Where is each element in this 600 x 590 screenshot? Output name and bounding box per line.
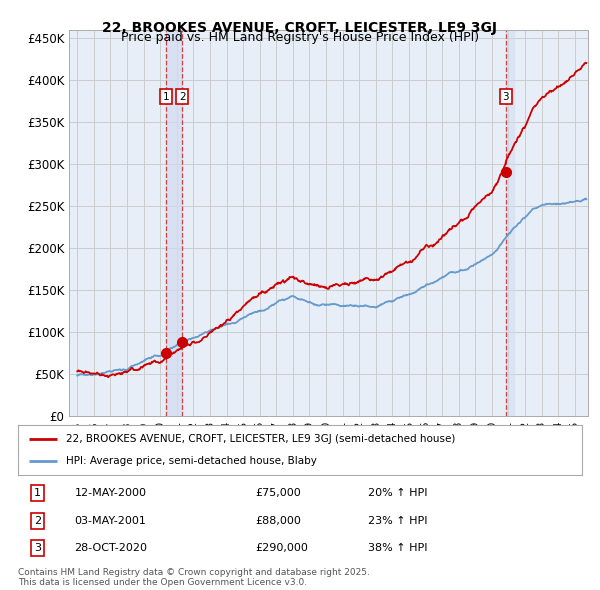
- Text: HPI: Average price, semi-detached house, Blaby: HPI: Average price, semi-detached house,…: [66, 456, 317, 466]
- Text: 1: 1: [34, 489, 41, 499]
- Text: 03-MAY-2001: 03-MAY-2001: [74, 516, 146, 526]
- Text: £75,000: £75,000: [255, 489, 301, 499]
- Text: 3: 3: [34, 543, 41, 553]
- Text: 22, BROOKES AVENUE, CROFT, LEICESTER, LE9 3GJ: 22, BROOKES AVENUE, CROFT, LEICESTER, LE…: [103, 21, 497, 35]
- Text: 23% ↑ HPI: 23% ↑ HPI: [368, 516, 427, 526]
- Text: 12-MAY-2000: 12-MAY-2000: [74, 489, 146, 499]
- Bar: [166, 30, 182, 416]
- Text: 20% ↑ HPI: 20% ↑ HPI: [368, 489, 427, 499]
- Text: 3: 3: [502, 91, 509, 101]
- Text: 28-OCT-2020: 28-OCT-2020: [74, 543, 148, 553]
- Text: 1: 1: [163, 91, 169, 101]
- Text: £88,000: £88,000: [255, 516, 301, 526]
- Text: 2: 2: [34, 516, 41, 526]
- Text: 22, BROOKES AVENUE, CROFT, LEICESTER, LE9 3GJ (semi-detached house): 22, BROOKES AVENUE, CROFT, LEICESTER, LE…: [66, 434, 455, 444]
- Text: Contains HM Land Registry data © Crown copyright and database right 2025.
This d: Contains HM Land Registry data © Crown c…: [18, 568, 370, 587]
- Text: 38% ↑ HPI: 38% ↑ HPI: [368, 543, 427, 553]
- Text: 2: 2: [179, 91, 185, 101]
- Bar: [506, 30, 514, 416]
- Text: Price paid vs. HM Land Registry's House Price Index (HPI): Price paid vs. HM Land Registry's House …: [121, 31, 479, 44]
- Text: £290,000: £290,000: [255, 543, 308, 553]
